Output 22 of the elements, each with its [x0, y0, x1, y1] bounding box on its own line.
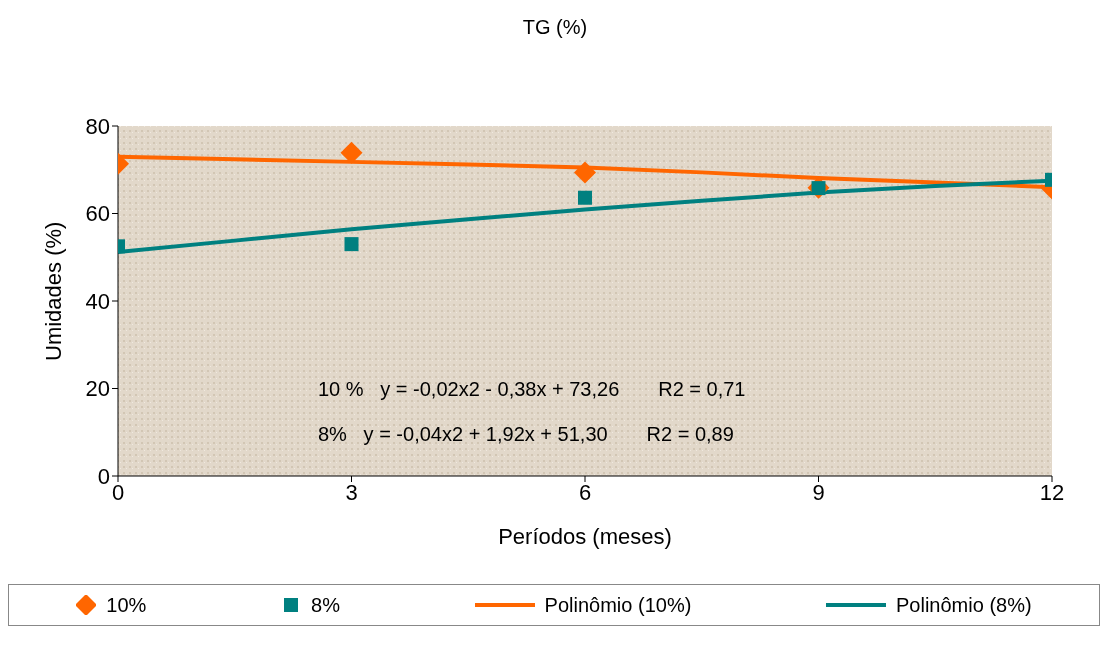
legend-label: 10%	[106, 593, 147, 617]
legend-label: 8%	[311, 593, 340, 617]
y-axis-title: Umidades (%)	[40, 221, 66, 361]
y-tick-label: 60	[85, 201, 110, 227]
x-tick-label: 12	[1039, 479, 1065, 505]
point	[344, 237, 359, 252]
y-tick-label: 0	[97, 463, 110, 489]
legend-label: Polinômio (10%)	[544, 593, 692, 617]
chart-title: TG (%)	[521, 15, 589, 40]
annotation: 10 % y = -0,02x2 - 0,38x + 73,26 R2 = 0,71	[318, 378, 746, 400]
y-tick-label: 20	[85, 376, 110, 402]
x-tick-label: 3	[345, 479, 358, 505]
x-tick-label: 9	[812, 479, 825, 505]
annotation: 8% y = -0,04x2 + 1,92x + 51,30 R2 = 0,89	[318, 423, 734, 445]
point	[578, 190, 592, 205]
point	[574, 161, 596, 184]
legend-label: Polinômio (8%)	[896, 593, 1032, 617]
x-axis-title: Períodos (meses)	[498, 524, 672, 549]
y-tick-label: 80	[85, 113, 110, 139]
point	[340, 141, 363, 164]
y-tick-label: 40	[85, 288, 110, 314]
x-tick-label: 6	[578, 479, 592, 505]
